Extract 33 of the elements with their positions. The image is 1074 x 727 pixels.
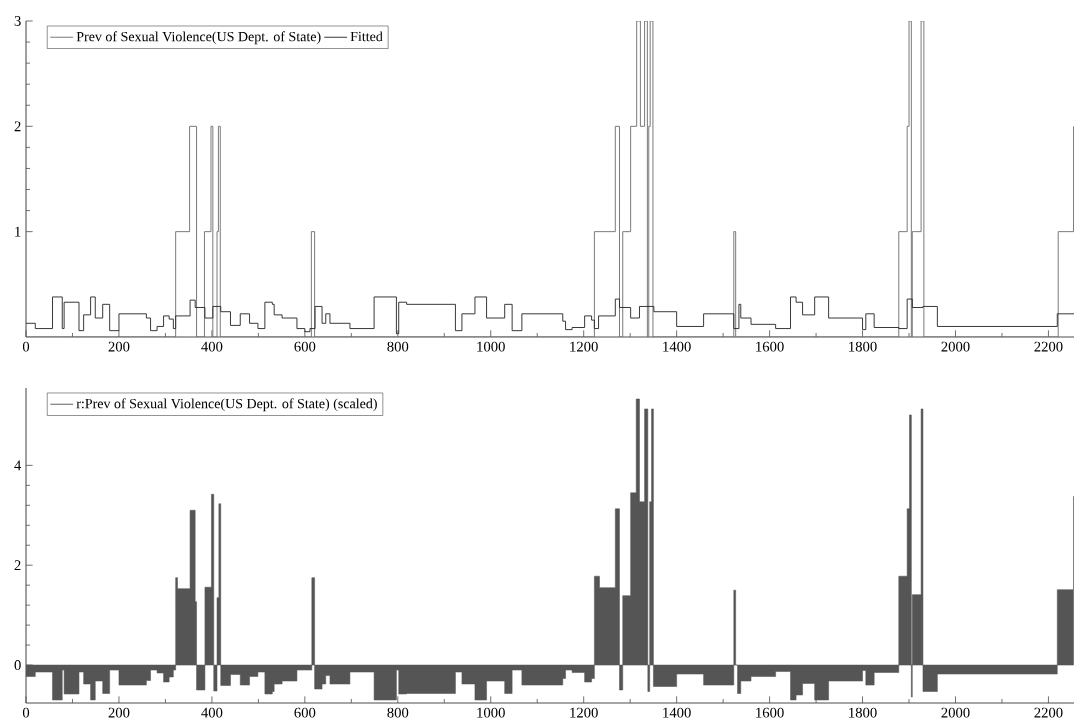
y-tick-label: 2	[14, 121, 21, 132]
x-tick-label: 200	[108, 707, 130, 718]
x-tick-label: 1000	[477, 341, 505, 352]
y-tick-label: 1	[15, 226, 21, 237]
x-tick-label: 1800	[849, 341, 877, 352]
x-tick-label: 400	[201, 341, 223, 352]
x-tick-label: 200	[108, 341, 130, 352]
x-tick-label: 1600	[756, 707, 784, 718]
x-tick-label: 800	[387, 707, 409, 718]
x-tick-label: 2000	[941, 707, 970, 718]
x-tick-label: 1000	[477, 707, 505, 718]
y-tick-label: 2	[14, 560, 21, 571]
y-tick-label: 3	[14, 16, 21, 26]
x-tick-label: 1800	[849, 707, 877, 718]
x-tick-label: 1600	[756, 341, 784, 352]
legend-label: r:Prev of Sexual Violence(US Dept. of State) (scaled)	[76, 398, 377, 412]
x-tick-label: 1400	[663, 341, 691, 352]
y-tick-label: 4	[14, 460, 22, 471]
legend-label: Prev of Sexual Violence(US Dept. of State)	[76, 31, 321, 45]
x-tick-label: 400	[201, 707, 223, 718]
x-tick-label: 0	[22, 341, 30, 352]
x-tick-label: 1200	[570, 341, 598, 352]
x-tick-label: 1400	[663, 707, 691, 718]
x-tick-label: 2000	[941, 341, 970, 352]
x-tick-label: 2200	[1034, 707, 1063, 718]
x-tick-label: 800	[387, 341, 409, 352]
legend-label: Fitted	[350, 31, 383, 42]
x-tick-label: 2200	[1034, 341, 1063, 352]
x-tick-label: 600	[294, 707, 316, 718]
x-tick-label: 600	[294, 341, 316, 352]
x-tick-label: 1200	[570, 707, 598, 718]
y-tick-label: 0	[14, 660, 21, 670]
x-tick-label: 0	[22, 707, 30, 718]
